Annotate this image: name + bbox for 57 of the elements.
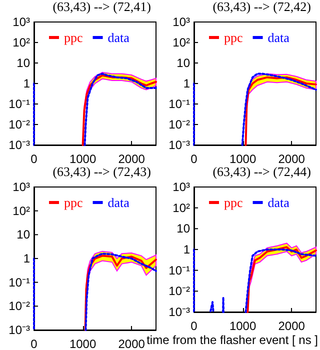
y-tick-label: 10⁻¹ — [168, 263, 190, 278]
y-tick-label: 10⁻¹ — [168, 97, 190, 111]
y-tick-label: 10⁻¹ — [8, 275, 30, 290]
y-tick-label: 1 — [23, 76, 30, 90]
y-tick-label: 10² — [172, 36, 190, 50]
legend-label: ppc — [224, 30, 243, 45]
y-tick-label: 10³ — [172, 15, 190, 29]
y-tick-label: 10⁻² — [8, 299, 30, 314]
chart-title: (63,43) --> (72,43) — [52, 164, 152, 179]
x-tick-label: 0 — [190, 152, 198, 166]
y-tick-label: 10⁻³ — [168, 138, 190, 152]
x-tick-label: 0 — [30, 337, 38, 350]
y-tick-label: 10³ — [172, 180, 190, 194]
legend-label: data — [108, 30, 130, 45]
chart-title: (63,43) --> (72,42) — [212, 0, 312, 14]
legend-label: ppc — [64, 195, 83, 210]
line-series — [246, 246, 317, 313]
x-tick-label: 1000 — [229, 152, 256, 166]
y-tick-label: 10 — [176, 222, 190, 236]
legend-label: ppc — [64, 30, 83, 45]
x-axis-title: time from the flasher event [ ns ] — [146, 333, 318, 347]
x-tick-label: 0 — [190, 319, 198, 333]
chart-title: (63,43) --> (72,44) — [212, 164, 312, 179]
legend-label: ppc — [224, 195, 243, 210]
y-tick-label: 10⁻² — [8, 118, 30, 132]
y-tick-label: 10⁻¹ — [8, 97, 30, 111]
line-series — [84, 254, 157, 331]
y-tick-label: 10³ — [12, 180, 30, 194]
legend-label: data — [268, 30, 290, 45]
x-tick-label: 0 — [30, 152, 38, 166]
y-tick-label: 10⁻³ — [168, 305, 190, 319]
x-tick-label: 2000 — [118, 152, 146, 166]
y-tick-label: 10² — [12, 36, 30, 50]
x-tick-label: 2000 — [278, 152, 306, 166]
y-tick-label: 1 — [183, 242, 190, 256]
y-tick-label: 10² — [172, 200, 190, 215]
y-tick-label: 10⁻² — [168, 118, 190, 132]
y-tick-label: 10 — [176, 56, 190, 70]
x-tick-label: 1000 — [69, 337, 96, 350]
y-tick-label: 10³ — [12, 15, 30, 29]
y-tick-label: 1 — [183, 76, 190, 90]
y-tick-label: 10 — [16, 56, 30, 70]
y-tick-label: 10⁻³ — [8, 323, 30, 337]
y-tick-label: 10⁻³ — [8, 138, 30, 152]
y-tick-label: 10⁻² — [168, 284, 190, 298]
legend-label: data — [108, 195, 130, 210]
y-tick-label: 10² — [12, 204, 30, 218]
legend-label: data — [268, 195, 290, 210]
line-series — [82, 74, 157, 146]
y-tick-label: 10 — [16, 228, 30, 242]
x-tick-label: 2000 — [278, 319, 306, 333]
line-series — [244, 76, 317, 146]
x-tick-label: 1000 — [69, 152, 96, 166]
chart-title: (63,43) --> (72,41) — [52, 0, 152, 14]
y-tick-label: 1 — [23, 252, 30, 266]
x-tick-label: 1000 — [229, 319, 256, 333]
x-tick-label: 2000 — [118, 337, 146, 350]
